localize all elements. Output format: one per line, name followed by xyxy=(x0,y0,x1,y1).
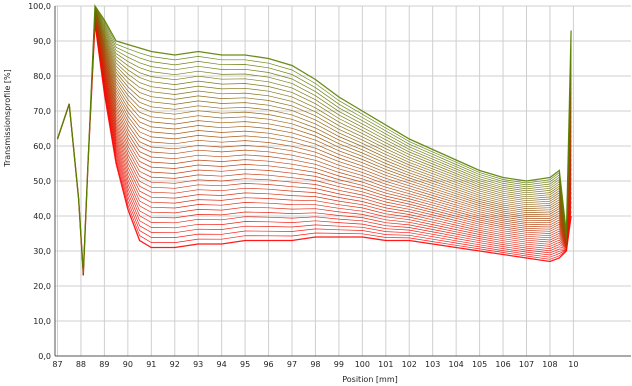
x-tick-label: 95 xyxy=(240,360,250,369)
y-tick-label: 50,0 xyxy=(33,177,51,186)
x-tick-label: 103 xyxy=(425,360,440,369)
y-tick-label: 20,0 xyxy=(33,282,51,291)
y-axis-label: Transmissionsprofile [%] xyxy=(3,69,12,168)
x-tick-label: 90 xyxy=(123,360,133,369)
x-tick-label: 87 xyxy=(52,360,62,369)
x-tick-label: 89 xyxy=(99,360,109,369)
y-tick-label: 60,0 xyxy=(33,142,51,151)
y-tick-label: 40,0 xyxy=(33,212,51,221)
axes xyxy=(54,6,631,357)
last-profile-line xyxy=(56,3,572,273)
x-tick-label: 99 xyxy=(334,360,344,369)
y-tick-label: 0,0 xyxy=(38,352,51,361)
x-tick-label: 104 xyxy=(449,360,464,369)
profile-lines xyxy=(56,3,572,276)
x-tick-label: 93 xyxy=(193,360,203,369)
x-axis-label: Position [mm] xyxy=(342,375,398,384)
y-tick-label: 70,0 xyxy=(33,107,51,116)
x-tick-label: 102 xyxy=(402,360,417,369)
y-tick-labels: 0,0 10,0 20,0 30,0 40,0 50,0 60,0 70,0 80,0 90,0 1… xyxy=(28,2,51,361)
x-tick-label: 91 xyxy=(146,360,156,369)
x-tick-label: 106 xyxy=(495,360,510,369)
x-tick-label: 101 xyxy=(378,360,393,369)
x-tick-label: 96 xyxy=(263,360,273,369)
y-tick-label: 100,0 xyxy=(28,2,51,11)
x-tick-label: 108 xyxy=(542,360,557,369)
x-tick-label: 105 xyxy=(472,360,487,369)
x-tick-label: 97 xyxy=(287,360,297,369)
y-tick-label: 10,0 xyxy=(33,317,51,326)
x-tick-label: 100 xyxy=(355,360,370,369)
x-tick-label: 94 xyxy=(217,360,227,369)
x-tick-label: 10 xyxy=(568,360,578,369)
grid-lines xyxy=(55,5,631,357)
y-tick-label: 80,0 xyxy=(33,72,51,81)
x-tick-labels: 87 88 89 90 91 92 93 94 95 96 97 98 99 100 101 102 103 10… xyxy=(52,360,578,369)
x-tick-label: 98 xyxy=(310,360,320,369)
x-tick-label: 107 xyxy=(519,360,534,369)
x-tick-label: 92 xyxy=(170,360,180,369)
x-tick-label: 88 xyxy=(76,360,86,369)
y-tick-label: 30,0 xyxy=(33,247,51,256)
y-tick-label: 90,0 xyxy=(33,37,51,46)
